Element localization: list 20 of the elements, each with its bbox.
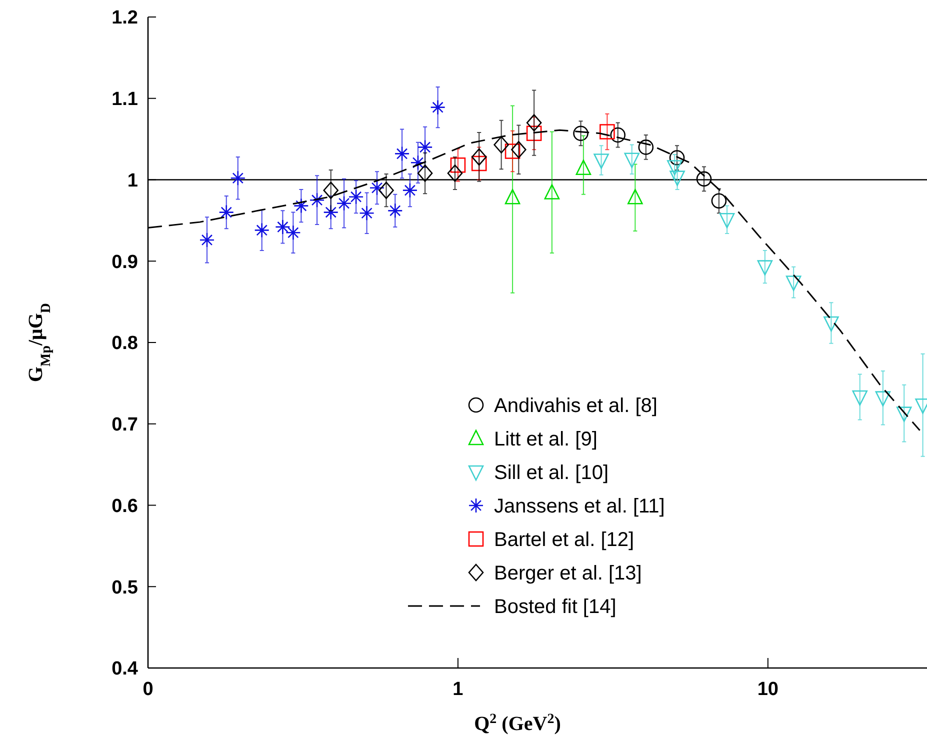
legend-label: Janssens et al. [11] — [494, 496, 665, 518]
y-tick-label: 1.1 — [112, 89, 138, 110]
y-tick-label: 0.6 — [112, 496, 138, 517]
y-tick-label: 0.4 — [112, 658, 138, 680]
y-tick-label: 0.5 — [112, 577, 138, 598]
y-tick-label: 0.8 — [112, 333, 138, 354]
legend-label: Andivahis et al. [8] — [494, 395, 658, 417]
x-tick-label: 10 — [757, 679, 778, 700]
legend-label: Bartel et al. [12] — [494, 529, 634, 551]
y-tick-label: 1.2 — [112, 8, 138, 29]
x-tick-label: 0 — [142, 679, 154, 700]
x-axis-title: Q$^{2}$ (GeV$^{2}$) — [474, 712, 561, 735]
legend-label: Berger et al. [13] — [494, 562, 642, 584]
legend-label: Sill et al. [10] — [494, 462, 609, 484]
x-tick-label: 1 — [452, 679, 464, 700]
legend-label: Litt et al. [9] — [494, 428, 598, 450]
legend-label: Bosted fit [14] — [494, 596, 616, 618]
y-tick-label: 0.7 — [112, 414, 138, 436]
y-tick-label: 1 — [127, 170, 138, 192]
y-tick-label: 0.9 — [112, 252, 138, 273]
